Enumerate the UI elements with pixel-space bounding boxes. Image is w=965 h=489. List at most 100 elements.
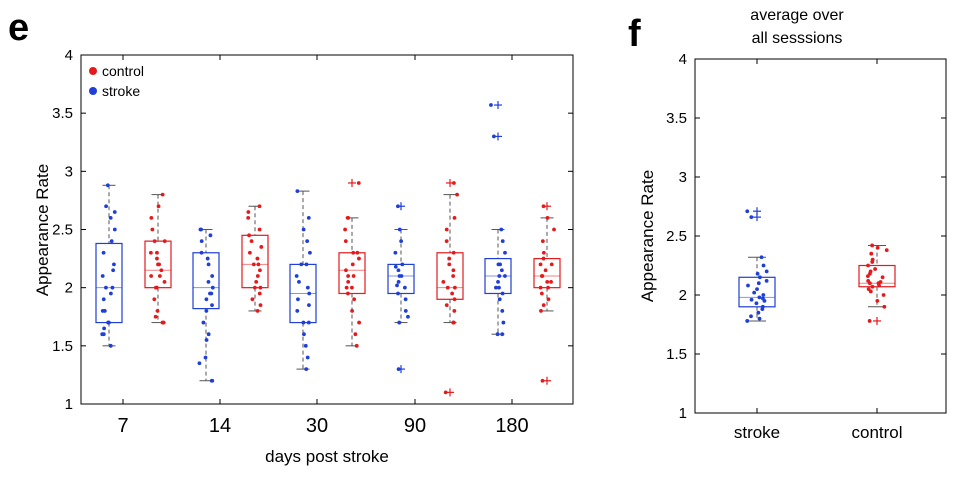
data-point <box>305 239 310 244</box>
data-point <box>452 181 456 185</box>
data-point <box>396 268 401 273</box>
data-point <box>255 256 260 261</box>
box-body <box>241 234 269 289</box>
data-point <box>155 250 159 255</box>
data-point <box>350 285 354 290</box>
data-point <box>111 268 116 273</box>
data-point <box>109 239 114 244</box>
data-point <box>444 227 449 232</box>
box-body <box>387 263 415 295</box>
data-point <box>503 274 507 278</box>
data-point <box>396 367 401 371</box>
data-point <box>541 303 546 308</box>
data-point <box>112 262 116 267</box>
data-point <box>497 285 501 290</box>
data-point <box>499 227 504 232</box>
data-point <box>877 283 881 288</box>
box-body <box>192 252 220 310</box>
data-point <box>870 284 875 289</box>
panel-letter-f: f <box>628 13 641 55</box>
data-point <box>868 289 873 294</box>
panel-f-title-line-1: average over <box>750 7 844 24</box>
data-point <box>299 262 304 267</box>
data-point <box>247 250 252 255</box>
data-point <box>749 297 754 302</box>
data-point <box>106 320 111 325</box>
data-point <box>444 303 449 308</box>
data-point <box>761 293 766 297</box>
data-point <box>500 239 505 244</box>
data-point <box>546 285 550 290</box>
data-point <box>441 279 446 284</box>
data-point <box>500 309 505 313</box>
data-point <box>353 332 358 337</box>
data-point <box>539 291 544 296</box>
data-point <box>210 274 215 278</box>
data-point <box>764 278 769 283</box>
data-point <box>296 297 300 302</box>
data-point <box>396 279 401 284</box>
data-point <box>350 309 354 313</box>
data-point <box>357 320 362 325</box>
data-point <box>875 299 880 303</box>
data-point <box>343 227 348 232</box>
data-point <box>762 299 767 303</box>
data-point <box>101 297 106 302</box>
data-point <box>249 239 254 244</box>
data-point <box>256 262 261 267</box>
data-point <box>865 274 870 279</box>
data-point <box>764 269 769 274</box>
data-point <box>552 227 556 232</box>
data-point <box>497 274 502 278</box>
data-point <box>500 291 505 296</box>
box-body <box>95 242 123 324</box>
data-point <box>162 239 167 244</box>
panel-e-legend: control stroke <box>89 63 144 99</box>
x-tick-label: 180 <box>495 415 528 437</box>
box-body <box>436 252 464 300</box>
x-tick-label: stroke <box>734 423 780 442</box>
x-tick-label: 90 <box>404 415 426 437</box>
data-point <box>545 215 550 220</box>
data-point <box>451 320 456 325</box>
data-point <box>882 304 887 309</box>
panel-f-y-ticks: 1 1.5 2 2.5 3 3.5 4 <box>666 51 946 422</box>
box-stroke-90 <box>387 202 415 374</box>
data-point <box>104 285 108 290</box>
data-point <box>162 279 167 284</box>
data-point <box>540 378 545 383</box>
data-point <box>756 310 761 315</box>
data-point <box>403 309 408 313</box>
data-point <box>761 263 766 268</box>
y-tick-label: 2 <box>65 280 73 297</box>
data-point <box>112 210 117 214</box>
data-point <box>294 274 299 278</box>
box-stroke-7 <box>95 183 123 348</box>
data-point <box>546 297 551 302</box>
data-point <box>259 245 264 249</box>
data-point <box>496 279 500 284</box>
data-point <box>489 103 493 107</box>
data-point <box>152 239 157 244</box>
data-point <box>497 297 502 302</box>
data-point <box>755 271 760 276</box>
data-point <box>754 301 759 306</box>
y-tick-label: 2 <box>679 287 687 304</box>
data-point <box>257 291 262 296</box>
data-point <box>104 204 108 209</box>
data-point <box>149 215 154 220</box>
panel-e-boxes <box>95 101 561 397</box>
data-point <box>148 250 153 255</box>
data-point <box>396 204 400 209</box>
data-point <box>351 250 356 255</box>
data-point <box>254 279 259 284</box>
box-stroke-30 <box>289 189 317 371</box>
panel-e-x-axis-title: days post stroke <box>265 447 389 466</box>
panel-e-y-axis-title: Appearance Rate <box>33 164 52 296</box>
data-point <box>258 303 263 308</box>
data-point <box>257 227 262 232</box>
data-point <box>159 268 164 273</box>
data-point <box>870 243 875 248</box>
data-point <box>445 285 450 290</box>
data-point <box>880 275 885 280</box>
